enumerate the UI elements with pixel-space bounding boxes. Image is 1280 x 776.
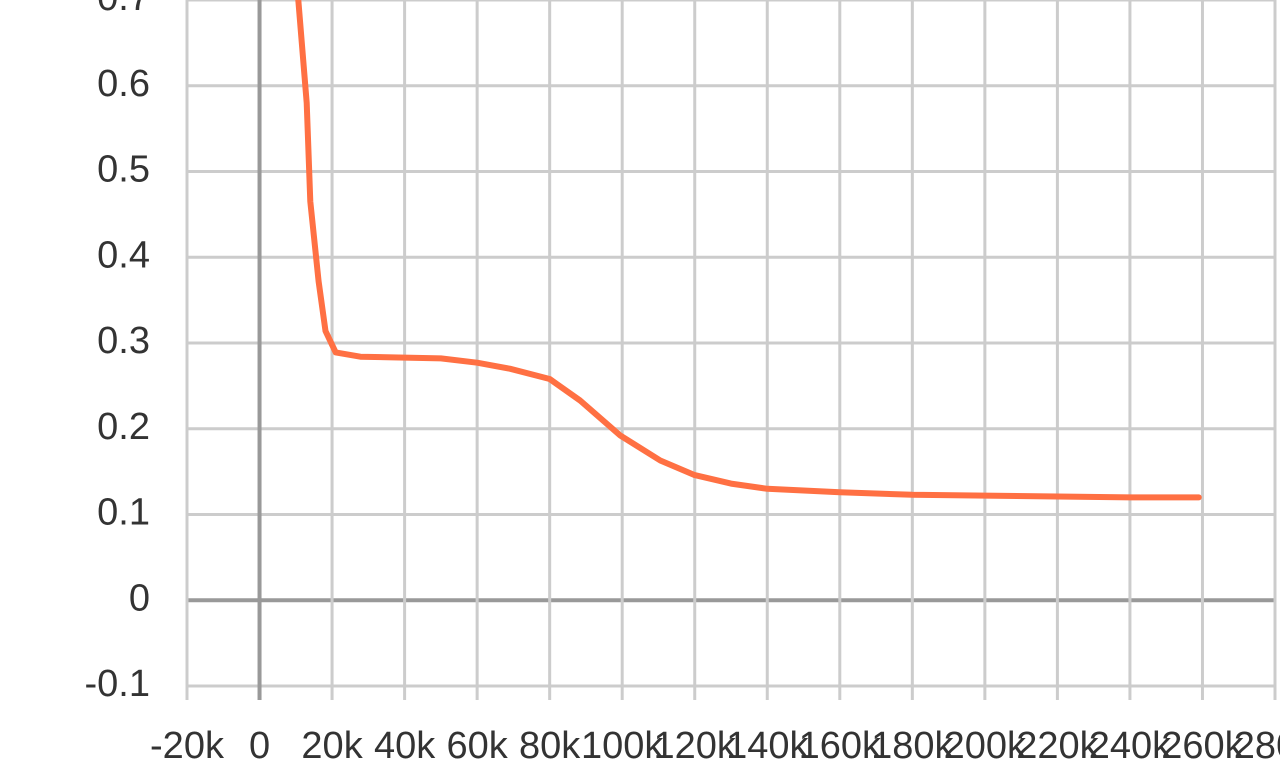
- x-tick-label: 60k: [446, 725, 508, 767]
- x-tick-label: 280k: [1234, 725, 1280, 767]
- y-tick-label: 0.3: [97, 320, 150, 362]
- grid: [185, 0, 1277, 700]
- x-tick-label: 140k: [726, 725, 809, 767]
- x-tick-label: 220k: [1016, 725, 1099, 767]
- x-tick-label: 40k: [374, 725, 436, 767]
- y-tick-label: 0.5: [97, 149, 150, 191]
- x-tick-label: 240k: [1089, 725, 1172, 767]
- series-line: [295, 0, 1202, 501]
- y-tick-label: 0.1: [97, 492, 150, 534]
- x-tick-label: 200k: [944, 725, 1027, 767]
- y-tick-label: 0.7: [97, 0, 150, 19]
- x-tick-label: 180k: [871, 725, 954, 767]
- x-tick-label: 80k: [519, 725, 581, 767]
- y-tick-label: 0: [129, 577, 150, 619]
- plot-area: [295, 0, 1202, 501]
- y-tick-label: 0.6: [97, 63, 150, 105]
- x-tick-label: 20k: [301, 725, 363, 767]
- x-tick-label: 100k: [581, 725, 664, 767]
- y-tick-label: 0.4: [97, 234, 150, 276]
- y-tick-label: 0.2: [97, 406, 150, 448]
- y-tick-label: -0.1: [85, 663, 150, 705]
- x-tick-label: 160k: [799, 725, 882, 767]
- x-tick-label: 260k: [1161, 725, 1244, 767]
- x-tick-label: 120k: [654, 725, 737, 767]
- x-tick-label: 0: [249, 725, 270, 767]
- x-tick-label: -20k: [150, 725, 225, 767]
